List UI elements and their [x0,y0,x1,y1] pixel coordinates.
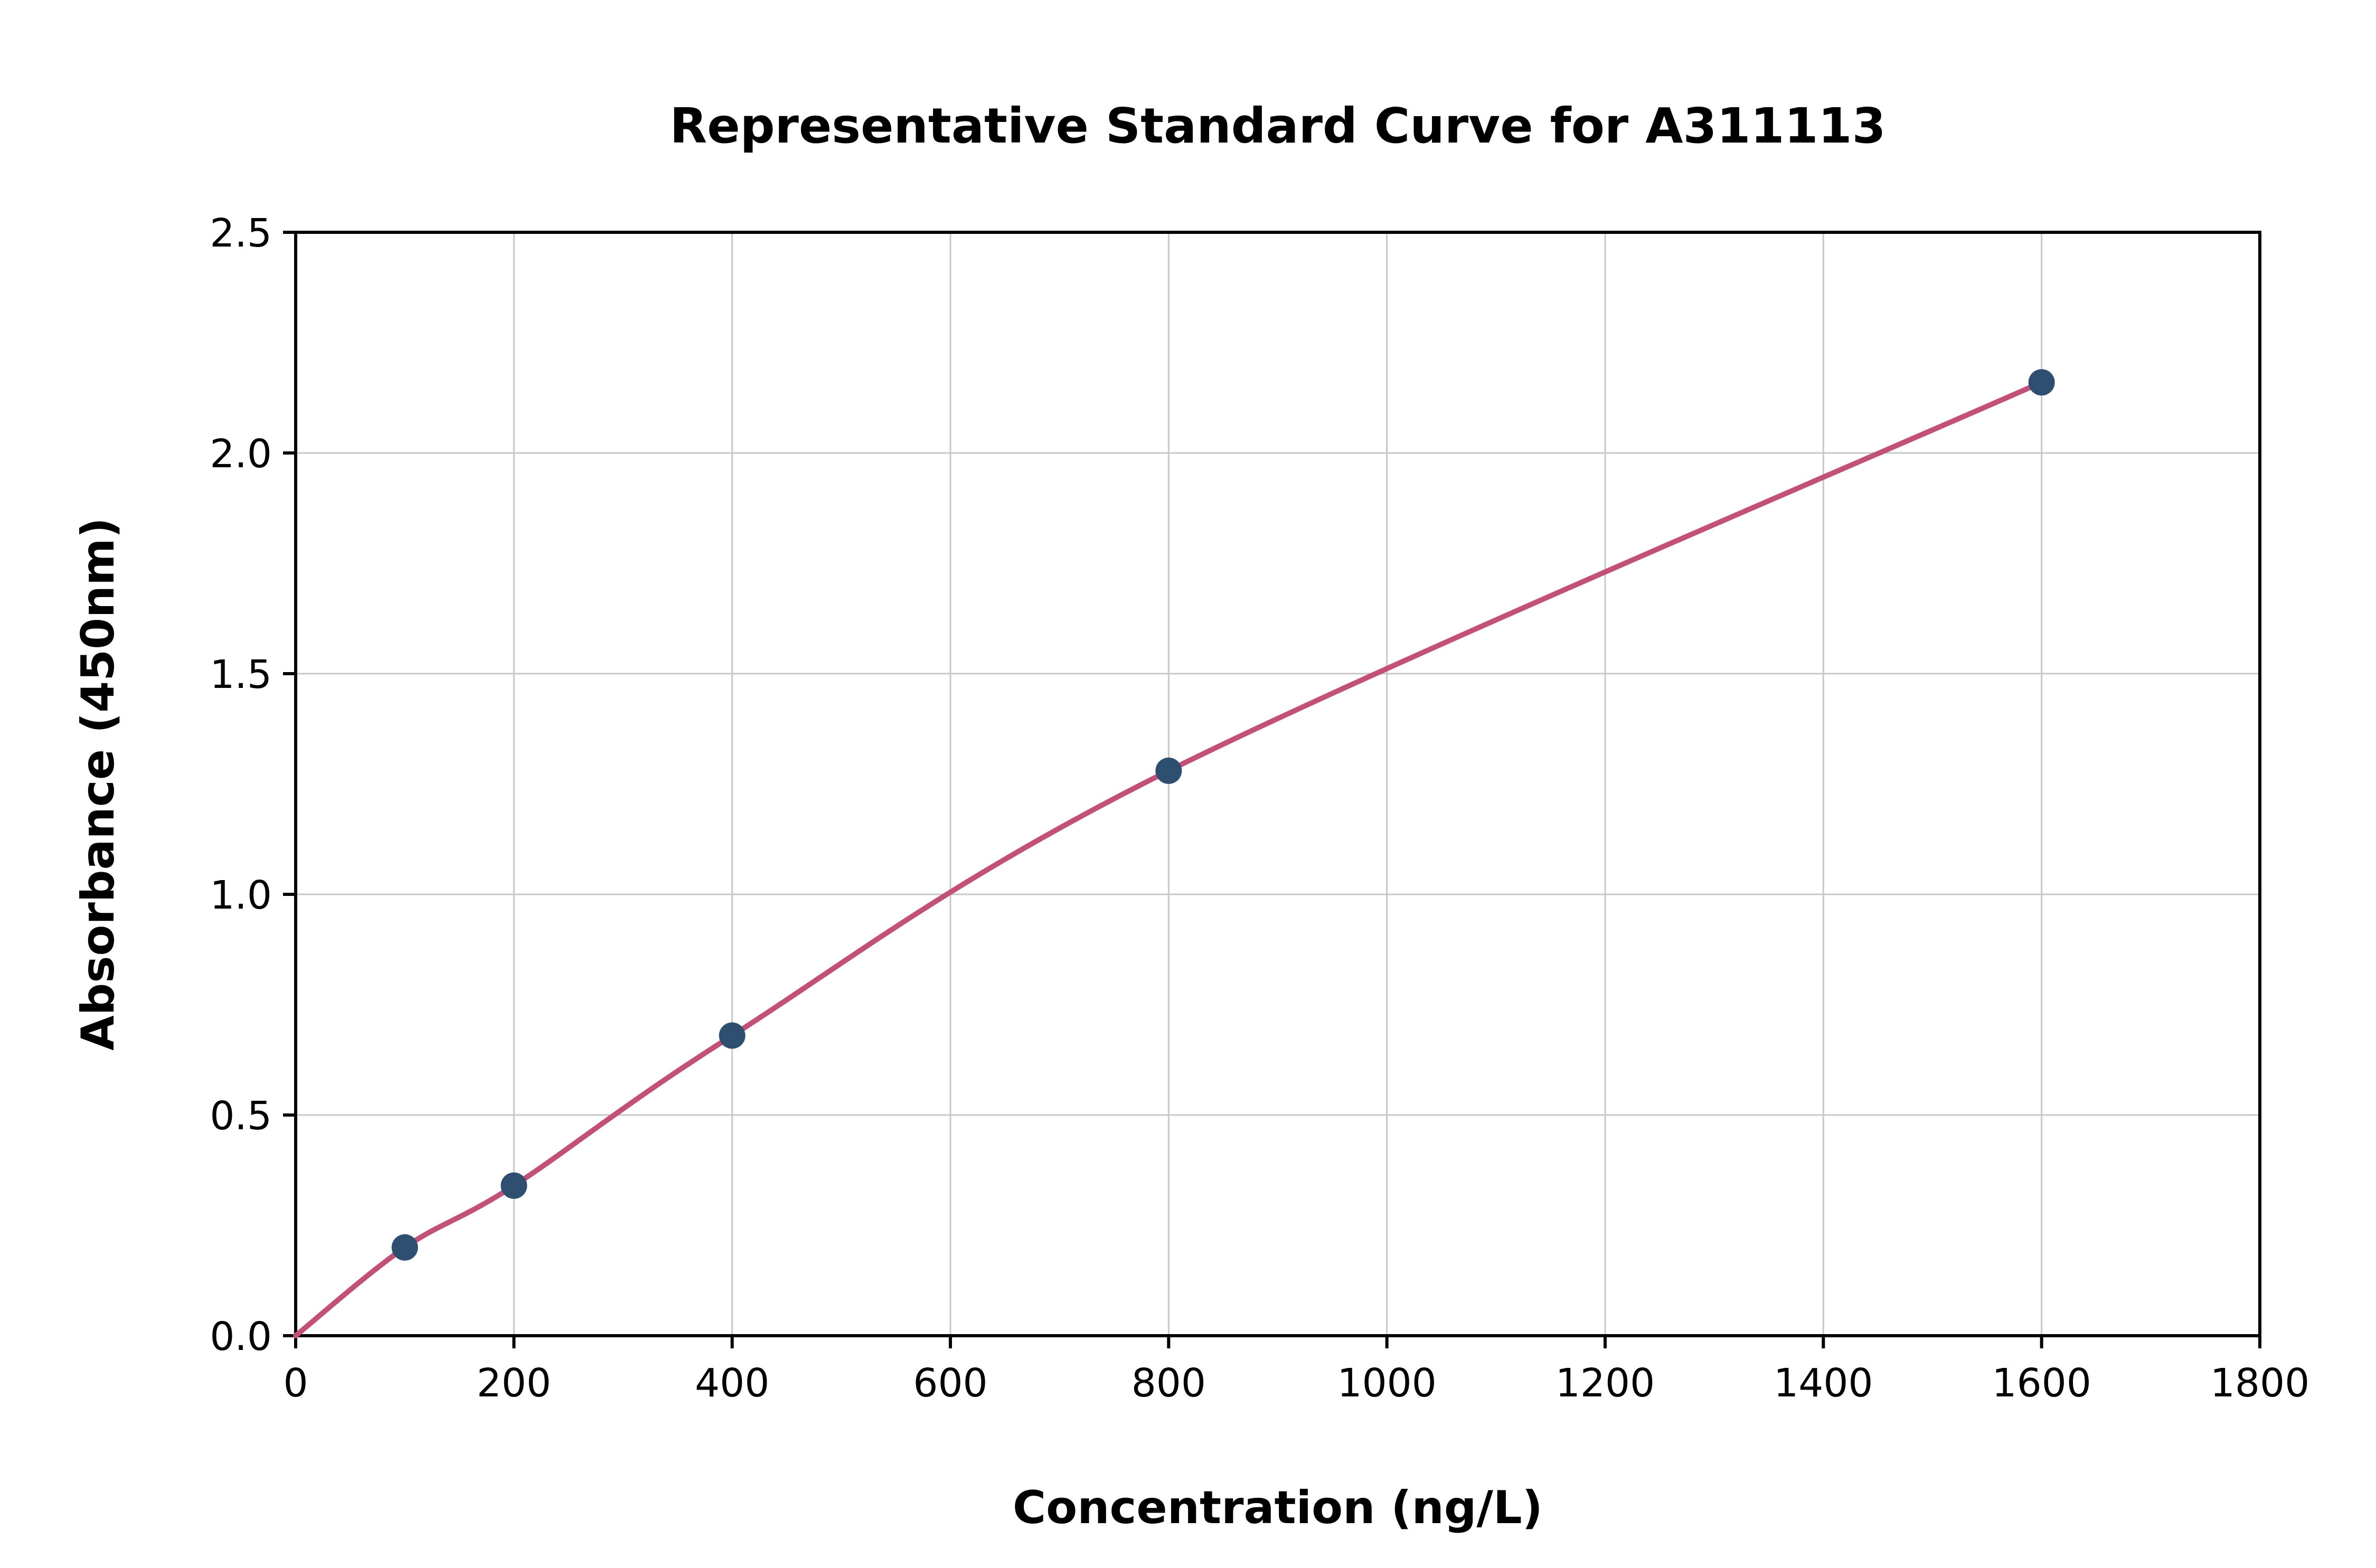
x-tick-label: 600 [913,1361,987,1406]
data-point [1155,757,1182,784]
chart-plot-area: 0 200 400 600 800 1000 1200 1400 1600 1800 0.0 0.5 1… [210,211,2309,1406]
y-tick-label: 0.0 [210,1314,272,1359]
x-tick-label: 200 [477,1361,551,1406]
y-tick-label: 1.5 [210,652,272,697]
x-tick-label: 800 [1132,1361,1206,1406]
y-tick-label: 1.0 [210,873,272,918]
x-tick-label: 1600 [1992,1361,2091,1406]
y-tick-label: 2.0 [210,431,272,477]
x-tick-label: 0 [283,1361,308,1406]
y-tick-label: 2.5 [210,211,272,256]
plot-border [294,231,2261,1337]
data-point [2028,369,2055,396]
x-axis-label: Concentration (ng/L) [1013,1481,1543,1534]
x-tick-label: 1200 [1555,1361,1655,1406]
data-point [719,1022,746,1049]
chart-title: Representative Standard Curve for A31111… [670,98,1885,154]
x-tick-label: 400 [695,1361,769,1406]
data-point [391,1234,418,1261]
x-tick-label: 1000 [1337,1361,1437,1406]
y-axis-label: Absorbance (450nm) [72,517,125,1051]
x-tick-label: 1400 [1774,1361,1873,1406]
data-point [501,1172,527,1199]
y-tick-label: 0.5 [210,1093,272,1139]
x-tick-label: 1800 [2210,1361,2309,1406]
standard-curve-line [293,380,2044,1338]
